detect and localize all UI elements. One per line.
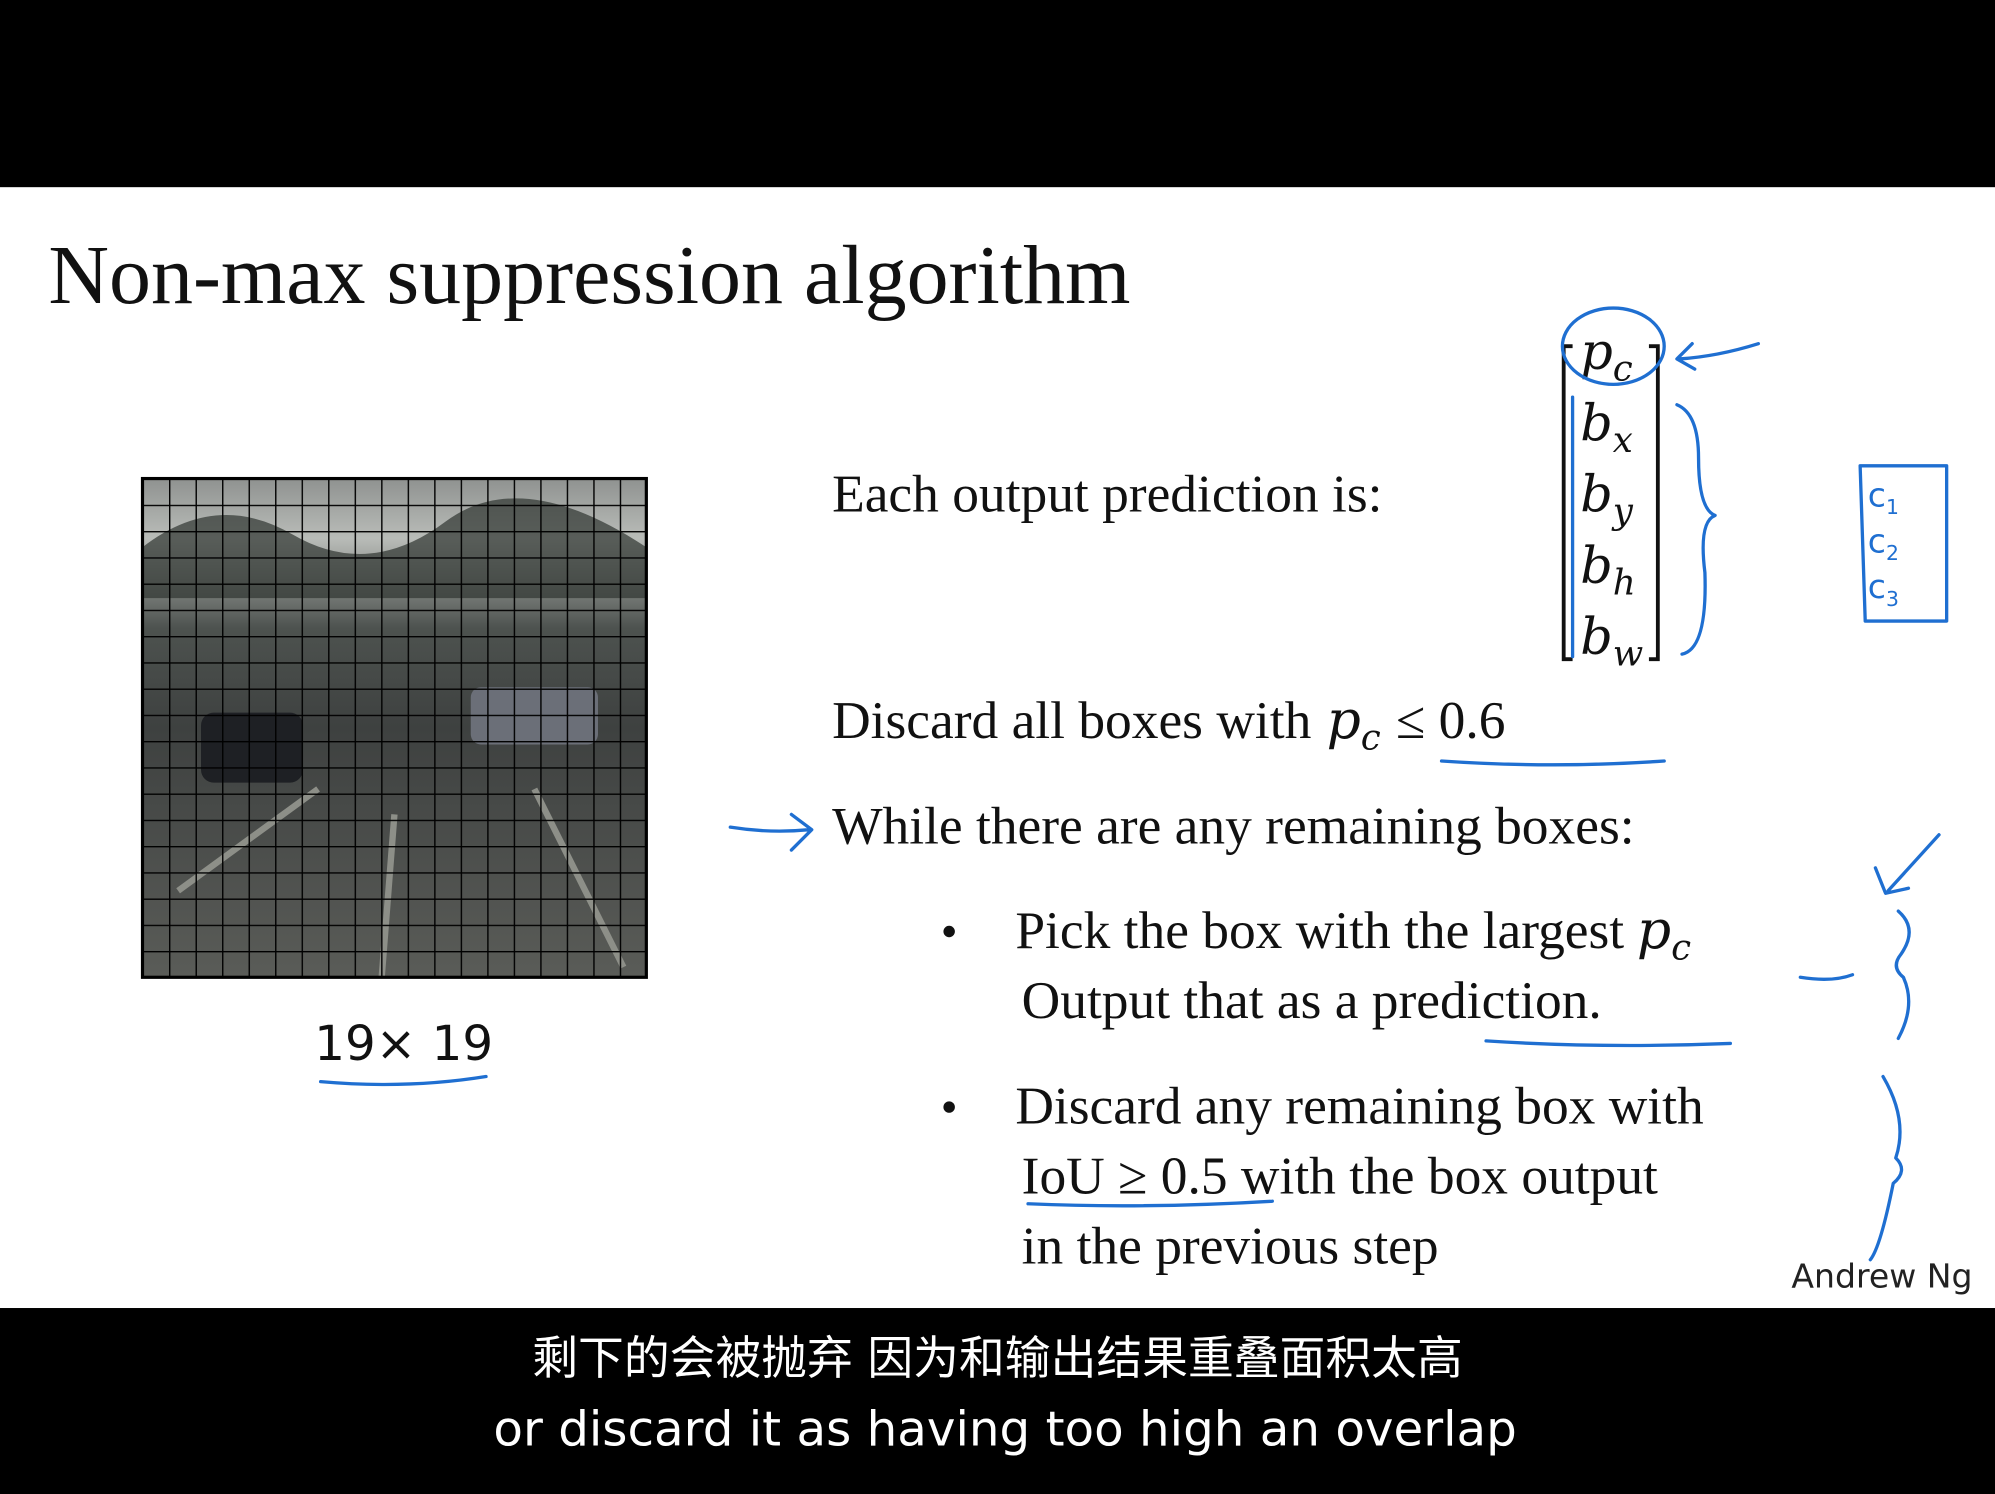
- rule-sub: c: [1361, 718, 1381, 759]
- rule-text: Discard all boxes with: [832, 690, 1311, 750]
- bullet-text: Pick the box with the largest: [1015, 900, 1624, 960]
- entry-sub: h: [1613, 562, 1636, 603]
- entry-sub: c: [1613, 349, 1633, 390]
- entry-sub: y: [1611, 491, 1634, 532]
- vector-entry: pc: [1580, 323, 1633, 389]
- rule-condition: ≤ 0.6: [1396, 690, 1505, 750]
- subtitle-bar: [0, 1308, 1995, 1494]
- bullet-text: in the previous step: [1022, 1216, 1439, 1276]
- note: c1: [1868, 476, 1899, 520]
- note-sub: 3: [1886, 587, 1899, 611]
- vector-entry: bx: [1580, 394, 1633, 460]
- vector-bracket: [1561, 344, 1660, 662]
- bullet-line: Pick the box with the largest pc: [1015, 898, 1691, 968]
- top-bar: [0, 0, 1995, 188]
- bullet-dot: [943, 1101, 955, 1113]
- bullet-text: Discard any remaining box with: [1015, 1076, 1703, 1136]
- bullet-sub: c: [1671, 927, 1691, 968]
- author: Andrew Ng: [1791, 1257, 1972, 1296]
- rule-var: p: [1327, 688, 1361, 751]
- note-sub: 2: [1886, 541, 1899, 565]
- output-label: Each output prediction is:: [832, 464, 1382, 524]
- note-base: c: [1868, 476, 1886, 515]
- bullet-text: Output that as a prediction.: [1022, 970, 1602, 1030]
- grid-image: [140, 476, 648, 979]
- note: c2: [1868, 521, 1899, 565]
- slide-title: Non-max suppression algorithm: [48, 229, 1130, 322]
- entry-base: b: [1580, 537, 1613, 596]
- entry-sub: w: [1613, 634, 1643, 675]
- bullet-line: Discard any remaining box with: [1015, 1076, 1703, 1136]
- note: c3: [1868, 567, 1899, 611]
- note-base: c: [1868, 567, 1886, 606]
- entry-base: p: [1580, 323, 1613, 382]
- entry-base: b: [1580, 608, 1613, 667]
- vector-entry: by: [1580, 466, 1634, 532]
- subtitle-chinese: 剩下的会被抛弃 因为和输出结果重叠面积太高: [532, 1331, 1463, 1385]
- vector-entry: bh: [1580, 537, 1636, 603]
- note-sub: 1: [1886, 495, 1899, 519]
- subtitle-english: or discard it as having too high an over…: [493, 1402, 1516, 1458]
- bullet-line: IoU ≥ 0.5 with the box output: [1022, 1146, 1658, 1206]
- entry-base: b: [1580, 466, 1613, 525]
- vector-entry: bw: [1580, 608, 1643, 674]
- bullet-var: p: [1637, 898, 1671, 961]
- bullet-line: Output that as a prediction.: [1022, 970, 1602, 1030]
- note-base: c: [1868, 521, 1886, 560]
- bullet-line: in the previous step: [1022, 1216, 1439, 1276]
- ink-annotations: [728, 306, 1949, 1262]
- bullet-text: IoU ≥ 0.5 with the box output: [1022, 1146, 1658, 1206]
- ink-underline: [318, 1074, 488, 1087]
- discard-rule: Discard all boxes with pc ≤ 0.6: [832, 688, 1505, 758]
- grid-caption: 19× 19: [314, 1016, 493, 1072]
- entry-base: b: [1580, 394, 1613, 453]
- bullet-dot: [943, 925, 955, 938]
- entry-sub: x: [1613, 420, 1633, 461]
- loop-text: While there are any remaining boxes:: [832, 796, 1634, 856]
